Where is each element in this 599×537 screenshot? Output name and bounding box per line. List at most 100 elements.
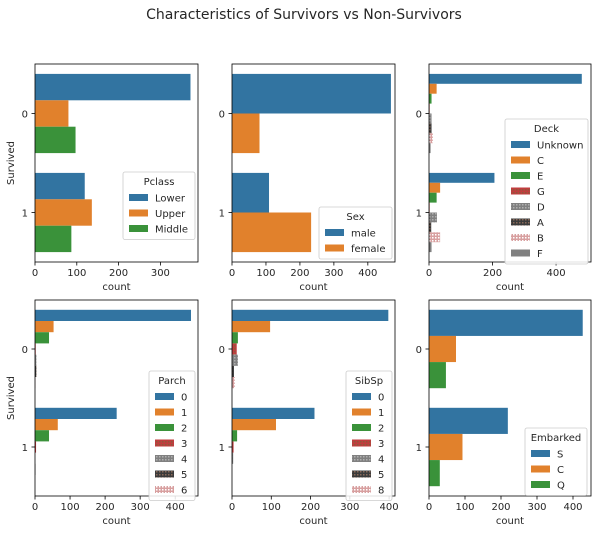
legend-title: Parch bbox=[158, 376, 185, 387]
legend: SibSp 0 1 2 3 4 5 8 bbox=[345, 370, 393, 501]
x-axis-label: count bbox=[102, 516, 130, 527]
bar-embarked-s-survived-1 bbox=[429, 407, 508, 434]
legend-entry: 8 bbox=[378, 486, 384, 497]
axes-frame bbox=[34, 299, 199, 497]
legend-title: Embarked bbox=[531, 433, 582, 444]
x-tick-label: 300 bbox=[340, 502, 359, 513]
x-tick-label: 0 bbox=[32, 502, 38, 513]
y-axis-label: Survived bbox=[6, 376, 17, 420]
y-axis-label: Survived bbox=[6, 141, 17, 185]
legend-box bbox=[345, 370, 393, 501]
figure-title: Characteristics of Survivors vs Non-Surv… bbox=[146, 7, 462, 23]
bar-deck-unknown-survived-1 bbox=[429, 172, 495, 183]
legend-swatch bbox=[155, 408, 174, 416]
legend-swatch bbox=[155, 439, 174, 447]
x-tick-label: 0 bbox=[426, 268, 432, 279]
legend-swatch bbox=[155, 455, 174, 462]
x-tick-label: 200 bbox=[96, 502, 115, 513]
x-axis-label: count bbox=[299, 516, 327, 527]
legend: Sex male female bbox=[318, 206, 393, 260]
legend-swatch bbox=[352, 439, 371, 447]
x-tick-label: 0 bbox=[229, 268, 235, 279]
legend-swatch bbox=[531, 450, 550, 457]
bar-parch-1-survived-0 bbox=[35, 321, 54, 333]
bar-sex-male-survived-1 bbox=[232, 172, 270, 213]
subplot-6: 0 1 0 100 200 300 400 count Embarked SCQ bbox=[416, 299, 592, 527]
bar-parch-2-survived-1 bbox=[35, 430, 50, 442]
legend-swatch bbox=[129, 194, 148, 201]
legend-entry: Unknown bbox=[537, 141, 583, 152]
x-tick-label: 400 bbox=[166, 502, 185, 513]
legend-swatch bbox=[511, 141, 530, 148]
bar-parch-4-survived-0 bbox=[35, 354, 37, 366]
legend-entry: C bbox=[557, 465, 564, 476]
subplot-1: 0 1 0 100 200 300 count Survived Pclass Lower Uppe… bbox=[6, 63, 199, 293]
legend-entry: Q bbox=[557, 481, 565, 492]
legend-entry: S bbox=[557, 450, 563, 461]
x-tick-label: 100 bbox=[262, 502, 281, 513]
legend-swatch bbox=[155, 486, 174, 493]
bar-embarked-q-survived-0 bbox=[429, 362, 446, 389]
bar-deck-a-survived-0 bbox=[429, 123, 432, 134]
legend-swatch bbox=[352, 455, 371, 462]
legend-entry: G bbox=[537, 187, 545, 198]
bar-deck-unknown-survived-0 bbox=[429, 73, 582, 84]
legend-swatch bbox=[325, 229, 344, 236]
axes-frame bbox=[428, 299, 592, 497]
legend-swatch bbox=[511, 203, 530, 210]
bar-sibsp-4-survived-0 bbox=[232, 354, 238, 366]
legend-box bbox=[504, 118, 589, 265]
legend-entry: 6 bbox=[181, 486, 187, 497]
bar-sibsp-3-survived-1 bbox=[232, 441, 234, 453]
bar-parch-5-survived-0 bbox=[35, 365, 37, 377]
bar-deck-f-survived-1 bbox=[429, 242, 432, 253]
bar-parch-3-survived-1 bbox=[35, 441, 37, 453]
bar-sibsp-4-survived-1 bbox=[232, 452, 234, 464]
legend-swatch bbox=[511, 156, 530, 164]
bar-parch-0-survived-1 bbox=[35, 407, 117, 419]
axes-frame bbox=[231, 63, 396, 263]
legend-entry: A bbox=[537, 218, 544, 229]
legend-entry: 2 bbox=[378, 424, 384, 435]
bar-sibsp-0-survived-0 bbox=[232, 309, 389, 321]
x-tick-label: 400 bbox=[358, 268, 377, 279]
bar-sex-male-survived-0 bbox=[232, 73, 391, 114]
x-tick-label: 300 bbox=[324, 268, 343, 279]
legend-entry: D bbox=[537, 203, 545, 214]
legend-entry: Middle bbox=[155, 225, 188, 236]
x-tick-label: 300 bbox=[527, 502, 546, 513]
y-tick-label: 1 bbox=[416, 209, 422, 220]
bar-parch-1-survived-1 bbox=[35, 419, 58, 431]
y-tick-label: 0 bbox=[416, 110, 422, 121]
x-tick-label: 400 bbox=[563, 502, 582, 513]
legend-swatch bbox=[511, 172, 530, 179]
legend-entry: 2 bbox=[181, 424, 187, 435]
bar-pclass-upper-survived-0 bbox=[35, 100, 69, 127]
legend-entry: 4 bbox=[181, 455, 187, 466]
legend-title: SibSp bbox=[355, 376, 383, 387]
legend-title: Sex bbox=[346, 212, 364, 223]
bar-sibsp-8-survived-0 bbox=[232, 377, 235, 389]
x-tick-label: 400 bbox=[547, 268, 566, 279]
bar-embarked-c-survived-1 bbox=[429, 433, 463, 461]
bar-sex-female-survived-0 bbox=[232, 113, 260, 154]
subplot-2: 0 1 0 100 200 300 400 count Sex male female bbox=[219, 63, 396, 293]
axes-frame bbox=[34, 63, 199, 263]
y-tick-label: 0 bbox=[22, 110, 28, 121]
bar-deck-c-survived-1 bbox=[429, 182, 441, 193]
bar-deck-b-survived-1 bbox=[429, 232, 441, 243]
legend-box bbox=[122, 171, 196, 240]
y-tick-label: 1 bbox=[416, 443, 422, 454]
x-tick-label: 100 bbox=[67, 268, 86, 279]
legend-entry: 0 bbox=[181, 393, 187, 404]
bar-sibsp-1-survived-0 bbox=[232, 321, 271, 333]
bar-embarked-s-survived-0 bbox=[429, 309, 583, 336]
legend-entry: Lower bbox=[155, 194, 186, 205]
bar-sibsp-0-survived-1 bbox=[232, 407, 315, 419]
legend-swatch bbox=[531, 465, 550, 473]
x-tick-label: 300 bbox=[131, 502, 150, 513]
legend-entry: male bbox=[351, 229, 376, 240]
y-tick-label: 0 bbox=[219, 345, 225, 356]
